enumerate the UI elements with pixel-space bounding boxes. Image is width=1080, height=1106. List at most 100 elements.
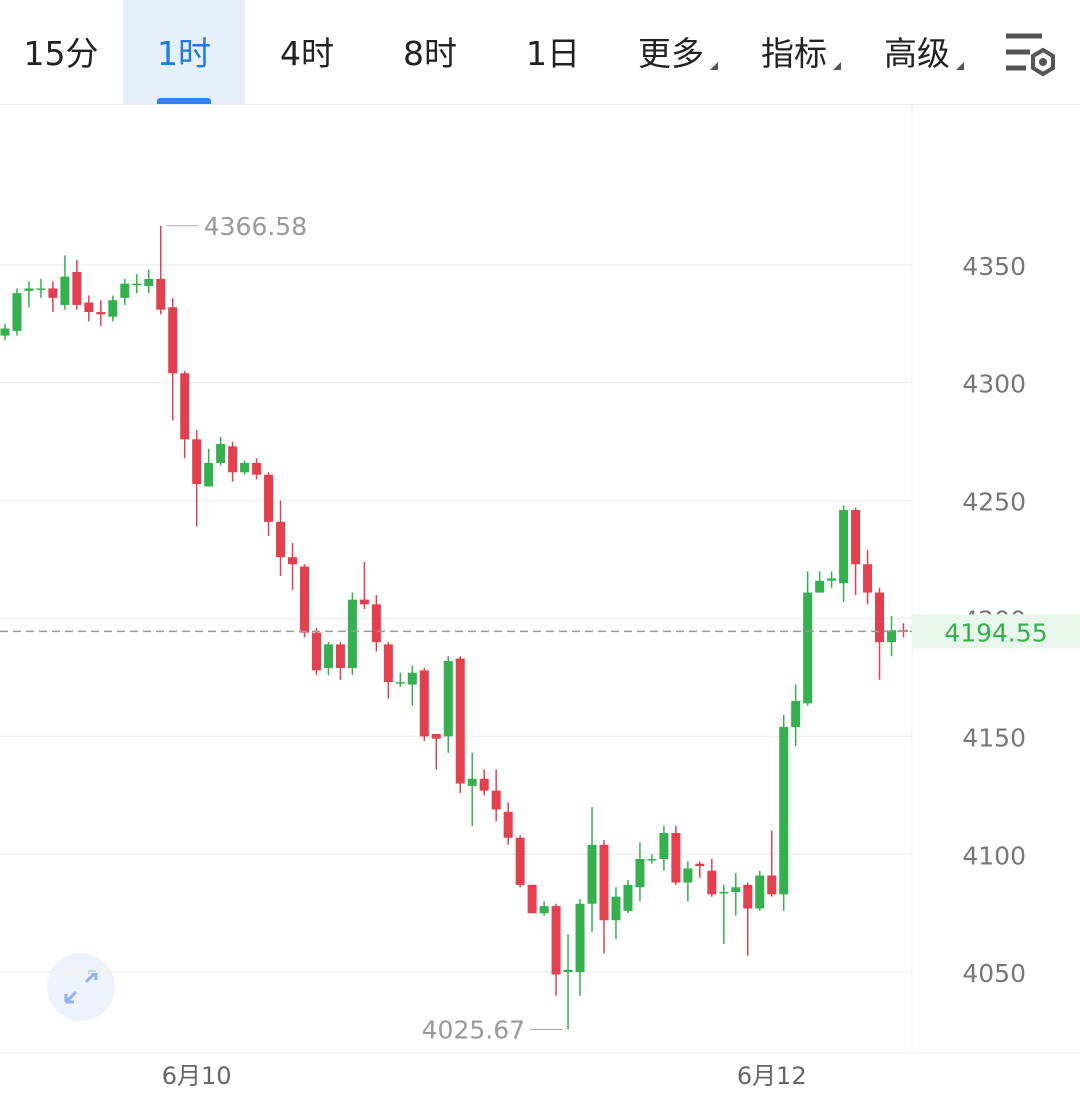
candle-body bbox=[96, 311, 106, 315]
candle-body bbox=[395, 682, 405, 684]
candle-body bbox=[503, 811, 513, 838]
candle-body bbox=[527, 884, 537, 914]
candle-body bbox=[311, 632, 321, 671]
candle-body bbox=[623, 884, 633, 911]
candle-body bbox=[767, 875, 777, 895]
candle-body bbox=[599, 844, 609, 921]
candle-body bbox=[779, 726, 789, 895]
settings-button[interactable] bbox=[1002, 28, 1062, 88]
high-label: 4366.58 bbox=[204, 212, 307, 241]
candle-body bbox=[144, 278, 154, 287]
candle-body bbox=[48, 288, 58, 298]
price-label: 4194.55 bbox=[944, 618, 1047, 647]
candle-body bbox=[491, 790, 501, 810]
candle-body bbox=[216, 444, 226, 463]
candle-body bbox=[551, 906, 561, 975]
candle-body bbox=[335, 644, 345, 669]
candle-body bbox=[743, 884, 753, 909]
y-tick-label: 4150 bbox=[962, 723, 1026, 752]
candle-body bbox=[887, 630, 897, 643]
candle-body bbox=[72, 271, 82, 305]
candle-body bbox=[863, 564, 873, 593]
candle-body bbox=[575, 903, 585, 973]
candle-body bbox=[347, 599, 357, 669]
dropdown-menu[interactable]: 更多 bbox=[638, 0, 718, 104]
candle-body bbox=[168, 307, 178, 374]
candle-body bbox=[791, 701, 801, 727]
timeframe-tab[interactable]: 4时 bbox=[280, 34, 334, 73]
candle-body bbox=[803, 592, 813, 704]
candle-body bbox=[431, 734, 441, 739]
candle-body bbox=[240, 462, 250, 473]
candle-body bbox=[455, 658, 465, 784]
low-label: 4025.67 bbox=[422, 1015, 525, 1044]
candle-body bbox=[479, 778, 489, 791]
candle-body bbox=[24, 288, 34, 291]
y-tick-label: 4050 bbox=[962, 959, 1026, 988]
x-tick-label: 6月12 bbox=[737, 1062, 807, 1090]
candle-body bbox=[755, 875, 765, 909]
candle-body bbox=[0, 328, 10, 336]
candle-body bbox=[839, 510, 849, 584]
y-tick-label: 4250 bbox=[962, 488, 1026, 517]
candle-body bbox=[132, 283, 142, 286]
x-tick-label: 6月10 bbox=[162, 1062, 232, 1090]
candle-body bbox=[371, 604, 381, 643]
candle-body bbox=[300, 566, 309, 633]
y-tick-label: 4100 bbox=[962, 841, 1026, 870]
candle-body bbox=[515, 837, 525, 885]
candle-body bbox=[707, 870, 717, 895]
candle-body bbox=[587, 844, 597, 904]
candle-body bbox=[827, 578, 837, 581]
candle-body bbox=[359, 599, 369, 605]
candle-body bbox=[12, 293, 22, 331]
candle-body bbox=[635, 858, 645, 888]
candle-body bbox=[611, 896, 621, 921]
dropdown-menu[interactable]: 高级 bbox=[884, 0, 964, 104]
candle-body bbox=[647, 858, 657, 861]
timeframe-tab[interactable]: 15分 bbox=[23, 34, 99, 73]
candle-body bbox=[671, 833, 681, 883]
candle-body bbox=[683, 868, 693, 883]
candle-body bbox=[204, 462, 214, 487]
timeframe-tab[interactable]: 8时 bbox=[403, 34, 457, 73]
candle-body bbox=[815, 580, 825, 593]
candle-body bbox=[276, 521, 286, 558]
timeframe-tab[interactable]: 1时 bbox=[123, 0, 245, 104]
candle-body bbox=[563, 969, 573, 973]
candle-body bbox=[180, 373, 190, 440]
candle-body bbox=[875, 592, 885, 643]
y-tick-label: 4350 bbox=[962, 252, 1026, 281]
candle-body bbox=[228, 446, 238, 473]
expand-icon bbox=[64, 970, 98, 1004]
candle-body bbox=[120, 283, 130, 298]
candle-body bbox=[192, 439, 202, 485]
candle-body bbox=[264, 474, 274, 522]
candle-body bbox=[851, 510, 861, 565]
candle-body bbox=[60, 276, 70, 305]
candle-body bbox=[731, 887, 741, 892]
candle-body bbox=[383, 644, 393, 683]
candle-body bbox=[108, 300, 118, 317]
candle-body bbox=[36, 288, 46, 290]
candle-body bbox=[407, 672, 417, 685]
candle-body bbox=[323, 644, 333, 669]
toolbar: 15分 1时 4时 8时 1日 更多 指标 高级 bbox=[0, 0, 1080, 105]
candle-body bbox=[156, 278, 166, 310]
timeframe-tab[interactable]: 1日 bbox=[526, 34, 580, 73]
expand-button[interactable] bbox=[47, 953, 115, 1021]
candle-body bbox=[659, 833, 669, 859]
candle-body bbox=[695, 863, 705, 867]
candle-body bbox=[467, 778, 477, 786]
candle-body bbox=[719, 891, 729, 894]
y-tick-label: 4300 bbox=[962, 370, 1026, 399]
price-tag bbox=[912, 614, 1080, 649]
candle-body bbox=[288, 557, 298, 565]
dropdown-menu[interactable]: 指标 bbox=[761, 0, 841, 104]
candle-body bbox=[84, 302, 94, 312]
candle-body bbox=[539, 906, 549, 914]
candle-body bbox=[443, 660, 453, 737]
candle-body bbox=[419, 670, 429, 737]
